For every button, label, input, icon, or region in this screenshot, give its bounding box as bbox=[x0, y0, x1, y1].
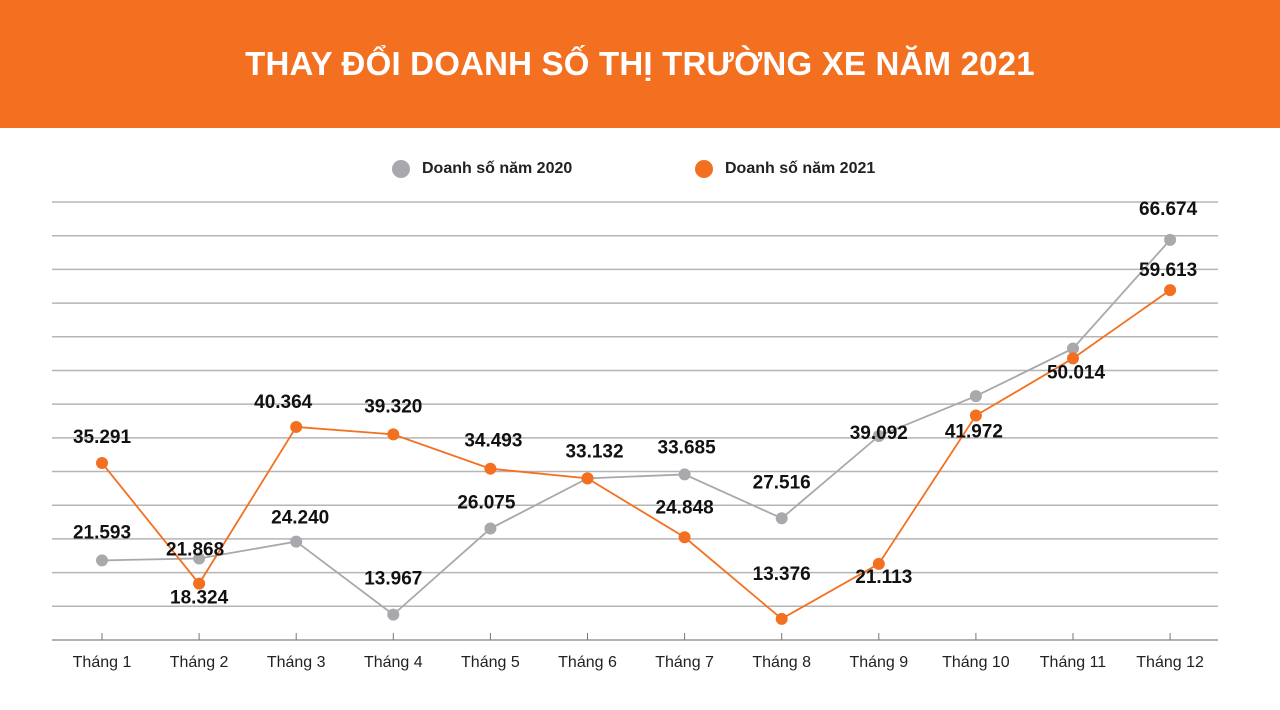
legend-marker-2021 bbox=[695, 160, 713, 178]
data-label-2020: 24.240 bbox=[271, 508, 329, 529]
data-label-2021: 39.320 bbox=[364, 396, 422, 417]
data-label-2020: 21.868 bbox=[166, 539, 224, 560]
data-point-2021 bbox=[872, 557, 885, 570]
x-tick-label: Tháng 6 bbox=[558, 654, 617, 671]
data-point-2020 bbox=[484, 522, 497, 535]
data-label-2020: 39.092 bbox=[850, 423, 908, 444]
x-tick-label: Tháng 10 bbox=[942, 654, 1010, 671]
data-label-2021: 13.376 bbox=[753, 564, 811, 585]
chart-title: THAY ĐỔI DOANH SỐ THỊ TRƯỜNG XE NĂM 2021 bbox=[245, 45, 1035, 82]
data-label-2021: 34.493 bbox=[464, 431, 522, 452]
x-tick-label: Tháng 1 bbox=[73, 654, 132, 671]
data-label-2021: 33.132 bbox=[565, 441, 623, 462]
data-label-2020: 21.593 bbox=[73, 522, 131, 543]
data-label-2020: 66.674 bbox=[1139, 199, 1198, 220]
data-label-2020: 13.967 bbox=[364, 569, 422, 590]
data-point-2021 bbox=[581, 472, 594, 485]
data-label-2021: 18.324 bbox=[170, 588, 229, 609]
x-tick-label: Tháng 12 bbox=[1136, 654, 1204, 671]
data-label-2021: 59.613 bbox=[1139, 260, 1197, 281]
legend-label-2020: Doanh số năm 2020 bbox=[422, 160, 573, 177]
data-label-2021: 21.113 bbox=[855, 567, 912, 588]
title-banner: THAY ĐỔI DOANH SỐ THỊ TRƯỜNG XE NĂM 2021 bbox=[0, 0, 1280, 128]
x-tick-label: Tháng 8 bbox=[752, 654, 811, 671]
series-line-2020 bbox=[101, 239, 1171, 616]
data-label-2021: 50.014 bbox=[1047, 362, 1106, 383]
data-point-2021 bbox=[969, 409, 982, 422]
data-point-2021 bbox=[1164, 284, 1177, 297]
data-point-2021 bbox=[678, 531, 691, 544]
legend-marker-2020 bbox=[392, 160, 410, 178]
x-tick-label: Tháng 2 bbox=[170, 654, 229, 671]
legend-label-2021: Doanh số năm 2021 bbox=[725, 160, 876, 177]
data-point-2020 bbox=[1164, 233, 1177, 246]
data-point-2021 bbox=[193, 577, 206, 590]
data-point-2020 bbox=[193, 552, 206, 565]
data-point-2020 bbox=[678, 468, 691, 481]
data-point-2021 bbox=[775, 612, 788, 625]
series-line-2021 bbox=[101, 289, 1171, 620]
data-point-2020 bbox=[969, 390, 982, 403]
data-label-2020: 26.075 bbox=[457, 493, 516, 514]
data-point-2020 bbox=[1067, 342, 1079, 355]
x-tick-label: Tháng 7 bbox=[655, 654, 714, 671]
data-point-2021 bbox=[484, 462, 497, 475]
data-label-2021: 35.291 bbox=[73, 427, 132, 448]
data-point-2020 bbox=[290, 535, 303, 548]
x-tick-label: Tháng 3 bbox=[267, 654, 326, 671]
data-point-2021 bbox=[387, 428, 400, 441]
x-tick-label: Tháng 5 bbox=[461, 654, 520, 671]
legend-item-2020: Doanh số năm 2020 bbox=[392, 160, 572, 178]
x-tick-label: Tháng 11 bbox=[1040, 654, 1107, 671]
data-label-2021: 24.848 bbox=[656, 497, 714, 518]
x-tick-label: Tháng 9 bbox=[849, 654, 908, 671]
data-point-2020 bbox=[872, 429, 885, 442]
data-label-2020: 33.685 bbox=[658, 437, 717, 458]
data-point-2020 bbox=[775, 512, 788, 525]
data-label-2020: 27.516 bbox=[753, 472, 811, 493]
legend: Doanh số năm 2020 Doanh số năm 2021 bbox=[0, 160, 1280, 184]
data-point-2020 bbox=[387, 608, 400, 621]
data-label-2021: 40.364 bbox=[254, 392, 313, 413]
data-label-2021: 41.972 bbox=[945, 422, 1003, 443]
legend-item-2021: Doanh số năm 2021 bbox=[695, 160, 875, 178]
x-tick-label: Tháng 4 bbox=[364, 654, 423, 671]
data-point-2021 bbox=[96, 457, 108, 470]
data-point-2021 bbox=[1067, 352, 1079, 365]
data-point-2021 bbox=[290, 420, 303, 433]
data-point-2020 bbox=[96, 554, 108, 567]
